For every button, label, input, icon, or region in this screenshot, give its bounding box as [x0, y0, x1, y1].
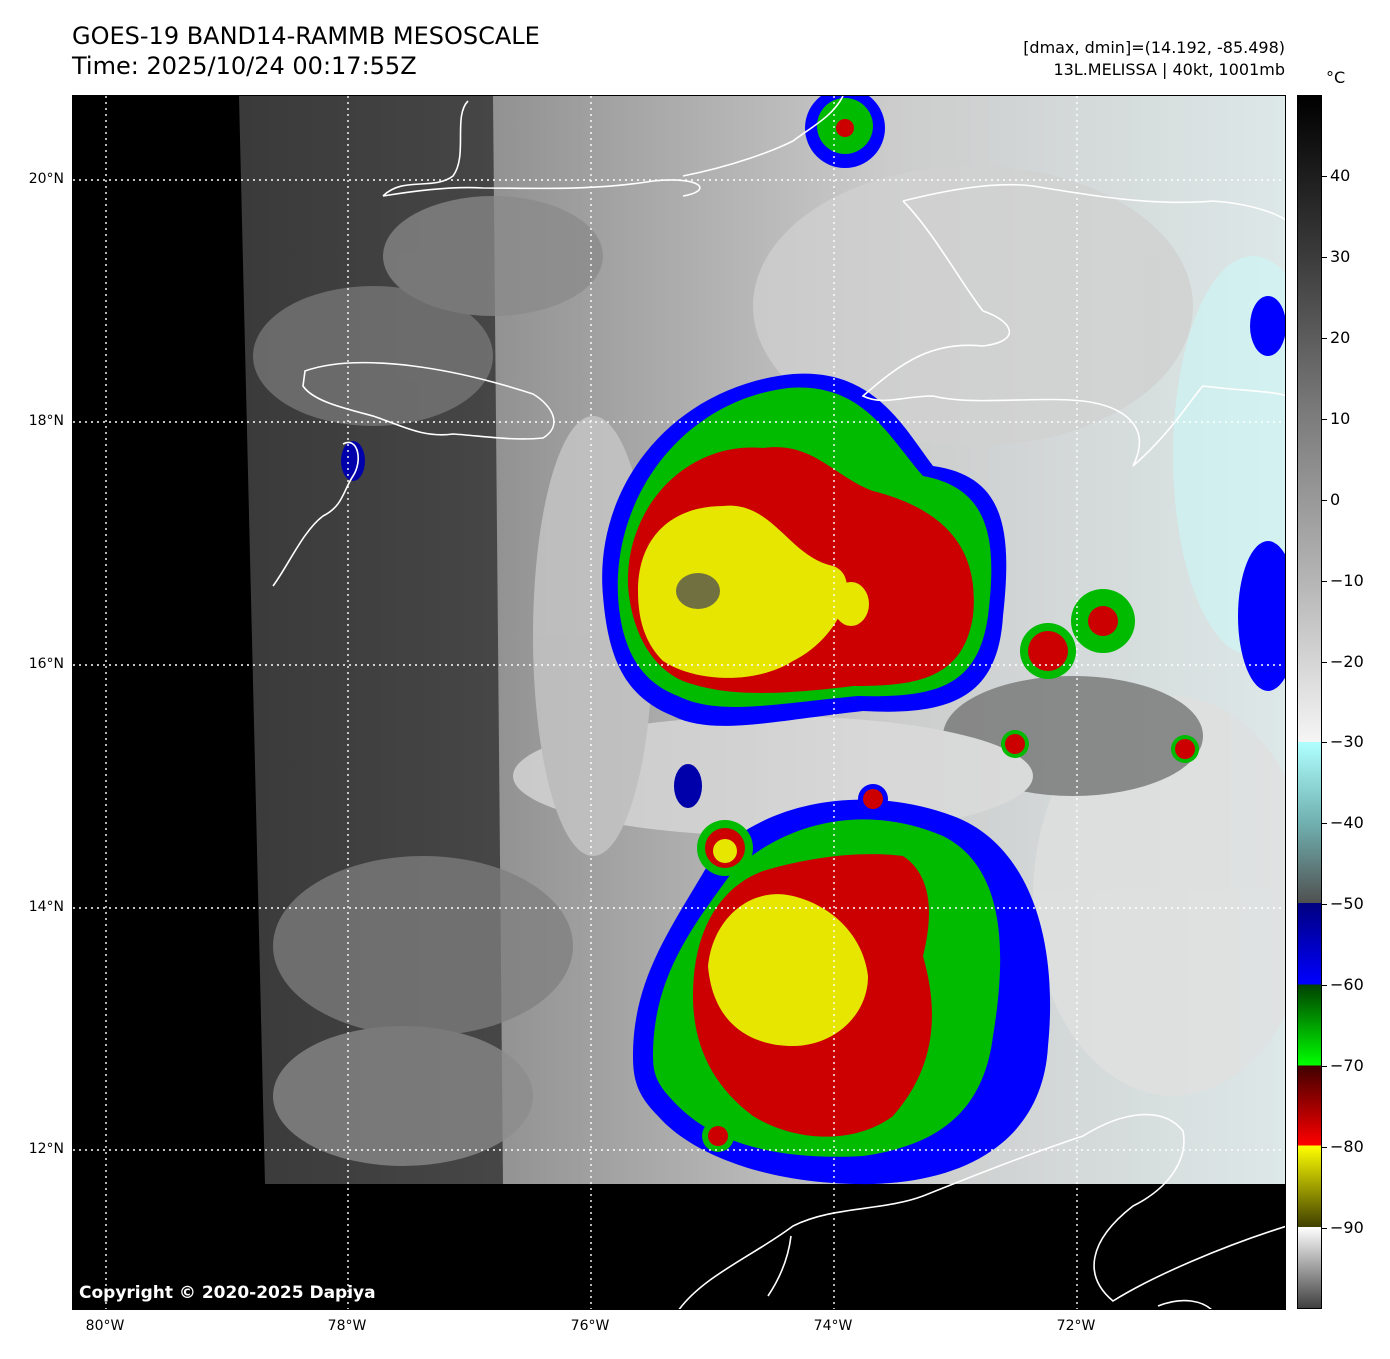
colorbar-tick-mark — [1322, 175, 1327, 177]
colorbar-unit: °C — [1326, 68, 1346, 87]
colorbar-tick-mark — [1322, 904, 1327, 906]
storm-info-label: 13L.MELISSA | 40kt, 1001mb — [1053, 60, 1285, 79]
colorbar-tick-mark — [1322, 823, 1327, 825]
colorbar-tick-label: −70 — [1330, 1056, 1364, 1076]
colorbar-tick-mark — [1322, 1066, 1327, 1068]
satellite-map[interactable]: Copyright © 2020-2025 Dapiya — [72, 95, 1286, 1310]
colorbar-tick-label: 20 — [1330, 327, 1351, 347]
lat-label-16n: 16°N — [28, 656, 64, 672]
colorbar-tick-mark — [1322, 499, 1327, 501]
storm-cell-north — [602, 373, 1007, 726]
colorbar-tick-mark — [1322, 1228, 1327, 1230]
colorbar — [1297, 95, 1322, 1309]
colorbar-tick-label: −80 — [1330, 1137, 1364, 1157]
lat-label-20n: 20°N — [28, 171, 64, 187]
colorbar-tick-label: 0 — [1330, 489, 1341, 509]
colorbar-tick-label: −60 — [1330, 975, 1364, 995]
colorbar-tick-mark — [1322, 418, 1327, 420]
satellite-imagery — [73, 96, 1285, 1309]
colorbar-tick-label: 10 — [1330, 408, 1351, 428]
lat-label-12n: 12°N — [28, 1141, 64, 1157]
copyright-label: Copyright © 2020-2025 Dapiya — [79, 1283, 376, 1303]
colorbar-tick-label: 30 — [1330, 246, 1351, 266]
colorbar-tick-label: −40 — [1330, 813, 1364, 833]
lat-label-18n: 18°N — [28, 413, 64, 429]
lon-label-80w: 80°W — [85, 1318, 125, 1334]
colorbar-tick-mark — [1322, 256, 1327, 258]
colorbar-tick-label: −20 — [1330, 651, 1364, 671]
lat-label-14n: 14°N — [28, 899, 64, 915]
storm-cell-south — [633, 784, 1051, 1185]
colorbar-tick-label: −90 — [1330, 1218, 1364, 1238]
title-line-1: GOES-19 BAND14-RAMMB MESOSCALE — [72, 22, 540, 50]
title-line-2: Time: 2025/10/24 00:17:55Z — [72, 52, 417, 80]
colorbar-tick-label: −30 — [1330, 732, 1364, 752]
convective-cells — [341, 96, 1285, 808]
colorbar-tick-mark — [1322, 985, 1327, 987]
colorbar-tick-label: −10 — [1330, 570, 1364, 590]
colorbar-tick-mark — [1322, 742, 1327, 744]
colorbar-tick-mark — [1322, 337, 1327, 339]
graticule — [73, 96, 1285, 1309]
coastlines — [272, 96, 1285, 1309]
lon-label-74w: 74°W — [813, 1318, 853, 1334]
colorbar-tick-mark — [1322, 661, 1327, 663]
data-range-label: [dmax, dmin]=(14.192, -85.498) — [1023, 38, 1285, 57]
colorbar-tick-label: 40 — [1330, 165, 1351, 185]
colorbar-tick-label: −50 — [1330, 894, 1364, 914]
colorbar-tick-mark — [1322, 580, 1327, 582]
lon-label-78w: 78°W — [327, 1318, 367, 1334]
lon-label-72w: 72°W — [1056, 1318, 1096, 1334]
colorbar-tick-mark — [1322, 1147, 1327, 1149]
lon-label-76w: 76°W — [570, 1318, 610, 1334]
